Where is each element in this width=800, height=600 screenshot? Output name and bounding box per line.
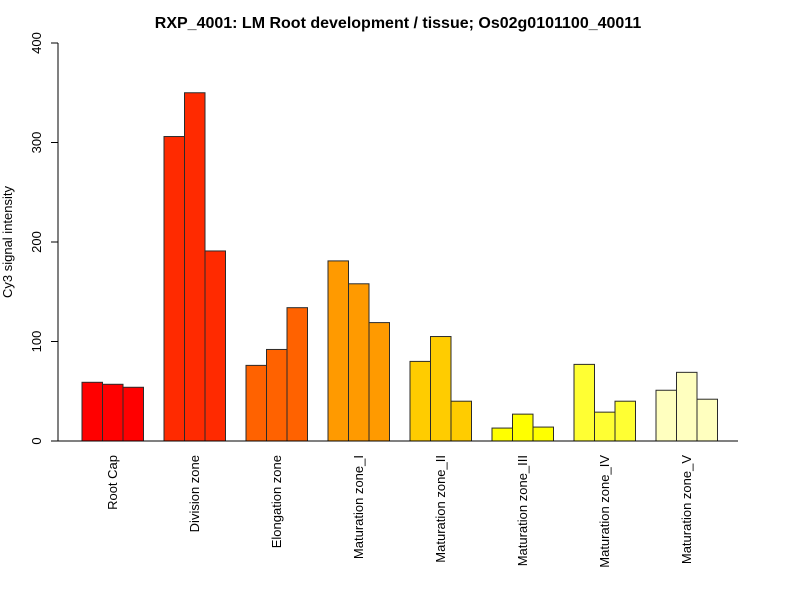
x-tick-label: Maturation zone_IV [597, 455, 612, 568]
x-axis-labels: Root Cap Division zone Elongation zone Matu… [105, 455, 694, 568]
bar [102, 383, 124, 442]
bar [368, 322, 390, 442]
bar [348, 283, 370, 442]
bar [266, 348, 288, 442]
bar [184, 92, 206, 442]
bar [594, 411, 616, 442]
bar [573, 363, 595, 442]
bar [512, 413, 534, 442]
x-tick-label: Maturation zone_II [433, 455, 448, 563]
bar [245, 364, 267, 442]
y-tick-label: 0 [29, 437, 44, 444]
y-tick-label: 200 [29, 231, 44, 253]
y-tick-label: 400 [29, 32, 44, 54]
y-tick-label: 300 [29, 132, 44, 154]
bar [676, 371, 698, 442]
bar [204, 250, 226, 442]
bar [655, 389, 677, 442]
bar [614, 400, 636, 442]
y-tick-label: 100 [29, 331, 44, 353]
x-tick-label: Root Cap [105, 455, 120, 510]
bar [696, 398, 718, 442]
chart-title: RXP_4001: LM Root development / tissue; … [155, 15, 642, 32]
bars-group [81, 92, 718, 442]
x-tick-label: Maturation zone_I [351, 455, 366, 559]
bar [122, 386, 144, 442]
bar [409, 360, 431, 442]
bar [450, 400, 472, 442]
bar [327, 260, 349, 442]
bar [491, 427, 513, 442]
y-axis: 0 100 200 300 400 [29, 32, 59, 445]
y-axis-label: Cy3 signal intensity [0, 186, 15, 298]
bar [81, 381, 103, 442]
bar [430, 336, 452, 442]
bar [532, 426, 554, 442]
x-tick-label: Elongation zone [269, 455, 284, 548]
x-tick-label: Maturation zone_III [515, 455, 530, 566]
x-tick-label: Division zone [187, 455, 202, 532]
bar [163, 136, 185, 442]
bar [286, 307, 308, 442]
x-tick-label: Maturation zone_V [679, 455, 694, 564]
